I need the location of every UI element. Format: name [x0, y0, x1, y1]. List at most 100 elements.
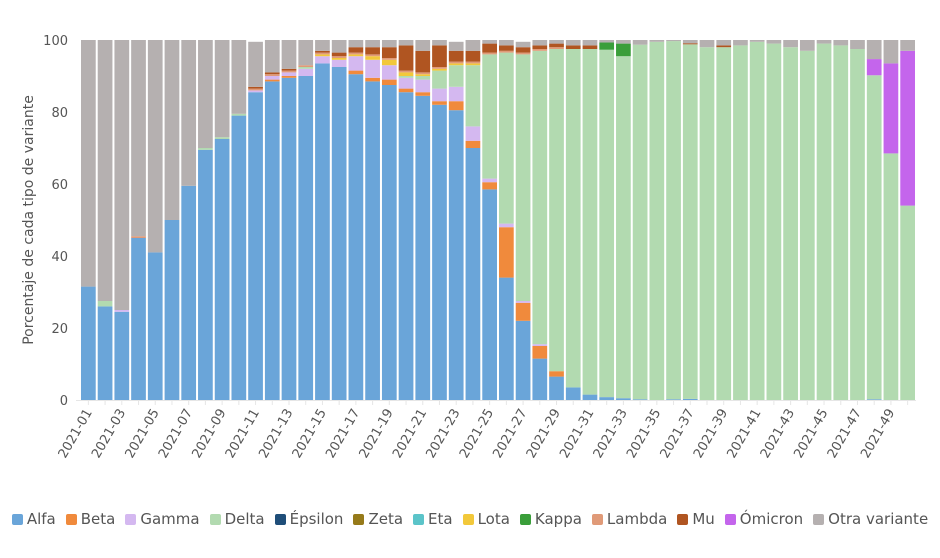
bar-segment-lambda[interactable]	[432, 67, 447, 69]
bar-segment-lota[interactable]	[365, 56, 380, 60]
bar-segment-mu[interactable]	[716, 45, 732, 48]
bar-segment-otra-variante[interactable]	[599, 40, 615, 43]
bar-segment-delta[interactable]	[599, 49, 615, 398]
bar-segment-alfa[interactable]	[866, 399, 882, 400]
bar-segment-otra-variante[interactable]	[131, 40, 146, 237]
bar-segment-delta[interactable]	[499, 52, 514, 224]
bar-segment-mu[interactable]	[682, 43, 698, 45]
bar-segment-gamma[interactable]	[515, 301, 531, 303]
bar-segment-otra-variante[interactable]	[331, 40, 347, 53]
bar-segment-lota[interactable]	[348, 54, 364, 57]
bar-segment-lambda[interactable]	[381, 58, 397, 60]
bar-segment-alfa[interactable]	[515, 320, 531, 400]
bar-segment-alfa[interactable]	[331, 67, 347, 400]
bar-segment-otra-variante[interactable]	[632, 40, 648, 45]
bar-stack[interactable]	[331, 40, 347, 400]
bar-segment-delta[interactable]	[398, 76, 414, 78]
bar-segment-mu[interactable]	[348, 47, 364, 53]
bar-stack[interactable]	[682, 40, 698, 400]
bar-segment-mu[interactable]	[248, 86, 263, 89]
bar-stack[interactable]	[448, 41, 464, 400]
bar-stack[interactable]	[365, 40, 380, 401]
legend-item[interactable]: Ómicron	[724, 510, 803, 528]
legend-item[interactable]: Kappa	[519, 510, 582, 528]
bar-segment-gamma[interactable]	[365, 59, 380, 78]
bar-segment-lambda[interactable]	[415, 72, 431, 75]
bar-segment-delta[interactable]	[616, 56, 631, 399]
bar-segment-beta[interactable]	[515, 302, 531, 321]
bar-stack[interactable]	[264, 40, 280, 401]
bar-segment-lambda[interactable]	[515, 52, 531, 55]
bar-stack[interactable]	[733, 40, 748, 401]
bar-segment-otra-variante[interactable]	[699, 40, 715, 48]
bar-segment-mu[interactable]	[264, 72, 280, 75]
legend-item[interactable]: Delta	[209, 510, 265, 528]
bar-segment-beta[interactable]	[532, 346, 548, 359]
bar-segment-otra-variante[interactable]	[81, 40, 96, 287]
bar-segment-lota[interactable]	[415, 74, 431, 76]
bar-stack[interactable]	[532, 40, 548, 400]
bar-segment-beta[interactable]	[415, 92, 431, 96]
bar-segment-gamma[interactable]	[114, 310, 130, 312]
bar-segment-omicron[interactable]	[866, 59, 882, 76]
bar-segment-delta[interactable]	[883, 153, 899, 400]
bar-segment-otra-variante[interactable]	[381, 40, 397, 48]
bar-segment-otra-variante[interactable]	[264, 40, 280, 73]
bar-segment-delta[interactable]	[850, 49, 865, 400]
bar-segment-alfa[interactable]	[97, 306, 113, 400]
bar-stack[interactable]	[114, 40, 130, 400]
bar-segment-delta[interactable]	[515, 54, 531, 302]
bar-segment-otra-variante[interactable]	[565, 40, 581, 46]
bar-segment-lota[interactable]	[398, 72, 414, 76]
bar-segment-otra-variante[interactable]	[465, 40, 481, 51]
bar-segment-mu[interactable]	[281, 68, 297, 71]
bar-segment-kappa[interactable]	[616, 43, 631, 57]
bar-stack[interactable]	[833, 40, 849, 401]
bar-stack[interactable]	[214, 40, 230, 400]
legend-item[interactable]: Gamma	[125, 510, 200, 528]
bar-segment-delta[interactable]	[816, 43, 832, 400]
bar-segment-otra-variante[interactable]	[482, 40, 497, 44]
bar-segment-gamma[interactable]	[248, 90, 263, 93]
bar-stack[interactable]	[799, 40, 815, 401]
bar-segment-beta[interactable]	[482, 182, 497, 190]
bar-segment-mu[interactable]	[465, 50, 481, 62]
bar-stack[interactable]	[816, 40, 832, 400]
bar-stack[interactable]	[348, 40, 364, 400]
bar-segment-otra-variante[interactable]	[348, 40, 364, 48]
bar-stack[interactable]	[599, 40, 615, 400]
bar-segment-mu[interactable]	[532, 45, 548, 49]
bar-stack[interactable]	[482, 40, 497, 400]
bar-stack[interactable]	[398, 40, 414, 400]
bar-segment-lambda[interactable]	[264, 74, 280, 76]
bar-segment-alfa[interactable]	[381, 85, 397, 400]
bar-segment-lambda[interactable]	[331, 56, 347, 58]
bar-stack[interactable]	[565, 40, 581, 400]
bar-stack[interactable]	[147, 40, 163, 400]
bar-segment-alfa[interactable]	[315, 63, 330, 401]
bar-segment-delta[interactable]	[432, 70, 447, 89]
bar-segment-lambda[interactable]	[448, 61, 464, 64]
legend-item[interactable]: Lambda	[591, 510, 667, 528]
bar-segment-otra-variante[interactable]	[415, 40, 431, 51]
bar-segment-otra-variante[interactable]	[816, 40, 832, 44]
bar-stack[interactable]	[81, 40, 96, 400]
bar-segment-otra-variante[interactable]	[499, 40, 514, 46]
bar-segment-alfa[interactable]	[415, 95, 431, 401]
bar-segment-gamma[interactable]	[298, 68, 314, 76]
bar-segment-delta[interactable]	[214, 137, 230, 139]
bar-stack[interactable]	[616, 40, 631, 400]
bar-stack[interactable]	[549, 40, 564, 400]
bar-stack[interactable]	[900, 40, 915, 400]
bar-segment-lambda[interactable]	[131, 236, 146, 238]
bar-segment-lambda[interactable]	[248, 88, 263, 91]
legend-item[interactable]: Alfa	[11, 510, 56, 528]
bar-segment-beta[interactable]	[348, 70, 364, 75]
bar-segment-otra-variante[interactable]	[248, 41, 263, 87]
bar-stack[interactable]	[515, 41, 531, 400]
bar-segment-gamma[interactable]	[281, 72, 297, 76]
bar-segment-otra-variante[interactable]	[733, 40, 748, 46]
bar-stack[interactable]	[281, 40, 297, 401]
bar-segment-delta[interactable]	[866, 75, 882, 400]
bar-segment-alfa[interactable]	[198, 149, 213, 400]
